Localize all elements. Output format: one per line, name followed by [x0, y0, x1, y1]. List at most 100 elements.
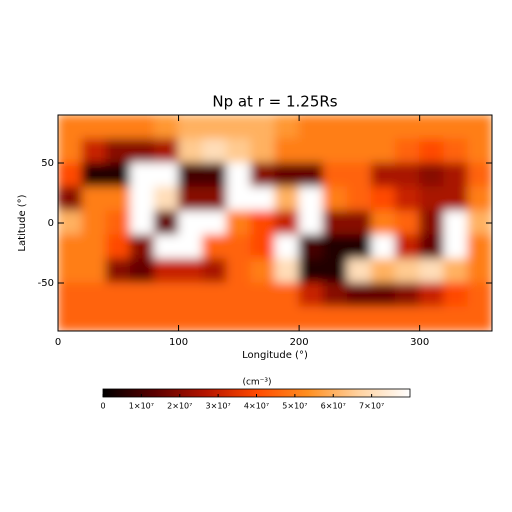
heat-cell — [129, 186, 155, 212]
heat-cell — [370, 258, 397, 284]
heat-cell — [153, 138, 180, 164]
heat-cell — [322, 234, 348, 260]
heat-cell — [202, 282, 228, 308]
heat-cell — [153, 306, 180, 331]
heat-cell — [443, 306, 469, 331]
heat-cell — [58, 138, 83, 164]
heat-cell — [226, 138, 252, 164]
heat-cell — [105, 258, 131, 284]
heat-cell — [81, 115, 107, 140]
x-tick-label: 300 — [410, 337, 429, 348]
heat-cell — [105, 186, 131, 212]
heat-cell — [298, 210, 324, 236]
heat-cell — [153, 186, 180, 212]
heat-cell — [443, 282, 469, 308]
heat-cell — [226, 282, 252, 308]
heat-cell — [274, 115, 300, 140]
heat-cell — [129, 210, 155, 236]
heat-cell — [419, 162, 445, 188]
heat-cell — [370, 138, 397, 164]
heat-cell — [250, 258, 276, 284]
heat-cell — [298, 162, 324, 188]
y-tick-label: 50 — [41, 158, 54, 169]
heat-cell — [250, 282, 276, 308]
heat-cell — [178, 115, 204, 140]
heat-cell — [322, 258, 348, 284]
colorbar-label: (cm⁻³) — [242, 378, 271, 388]
heat-cell — [467, 306, 492, 331]
heat-cell — [274, 258, 300, 284]
x-tick-label: 0 — [55, 337, 61, 348]
heat-cell — [395, 115, 421, 140]
heat-cell — [298, 282, 324, 308]
heat-cell — [202, 306, 228, 331]
heat-cell — [153, 115, 180, 140]
heat-cell — [58, 162, 83, 188]
heat-cell — [58, 306, 83, 331]
heat-cell — [153, 258, 180, 284]
heat-cell — [395, 258, 421, 284]
heat-cell — [346, 138, 372, 164]
heat-cell — [395, 306, 421, 331]
colorbar-tick-label: 2×10⁷ — [167, 402, 192, 411]
heat-cell — [226, 162, 252, 188]
heat-cell — [153, 282, 180, 308]
heat-cell — [298, 306, 324, 331]
heat-cell — [322, 210, 348, 236]
heat-cell — [81, 162, 107, 188]
heat-cell — [274, 138, 300, 164]
heat-cell — [178, 282, 204, 308]
heat-cell — [395, 234, 421, 260]
heat-cell — [467, 282, 492, 308]
heat-cell — [105, 306, 131, 331]
heat-cell — [467, 138, 492, 164]
heat-cell — [58, 258, 83, 284]
heat-cell — [58, 234, 83, 260]
heat-cell — [250, 162, 276, 188]
chart-title: Np at r = 1.25Rs — [212, 93, 337, 111]
heat-cell — [129, 162, 155, 188]
heat-cell — [226, 306, 252, 331]
heat-cell — [226, 115, 252, 140]
heat-cell — [346, 186, 372, 212]
heat-cell — [178, 210, 204, 236]
heat-cell — [346, 162, 372, 188]
heat-cell — [322, 186, 348, 212]
heat-cell — [129, 258, 155, 284]
heat-cell — [443, 115, 469, 140]
heat-cell — [129, 115, 155, 140]
heat-cell — [298, 186, 324, 212]
heat-cell — [105, 234, 131, 260]
heat-cell — [298, 258, 324, 284]
heat-cell — [370, 234, 397, 260]
heat-cell — [202, 234, 228, 260]
heat-cell — [81, 306, 107, 331]
heat-cell — [153, 162, 180, 188]
heat-cell — [178, 258, 204, 284]
heat-cell — [226, 258, 252, 284]
heat-cell — [395, 186, 421, 212]
heat-cell — [105, 282, 131, 308]
heat-cell — [322, 282, 348, 308]
heat-cell — [129, 282, 155, 308]
heat-cell — [322, 138, 348, 164]
heat-cell — [105, 138, 131, 164]
heat-cell — [129, 306, 155, 331]
heat-cell — [202, 210, 228, 236]
y-tick-label: 0 — [48, 218, 54, 229]
heat-cell — [322, 115, 348, 140]
x-tick-label: 200 — [290, 337, 309, 348]
heat-cell — [250, 210, 276, 236]
heat-cell — [322, 306, 348, 331]
heat-cell — [298, 234, 324, 260]
x-tick-label: 100 — [169, 337, 188, 348]
heat-cell — [81, 210, 107, 236]
heat-cell — [226, 234, 252, 260]
heat-cell — [129, 138, 155, 164]
heat-cell — [443, 186, 469, 212]
heat-cell — [298, 138, 324, 164]
x-axis-label: Longitude (°) — [242, 350, 308, 361]
heat-cell — [395, 138, 421, 164]
heat-cell — [395, 282, 421, 308]
